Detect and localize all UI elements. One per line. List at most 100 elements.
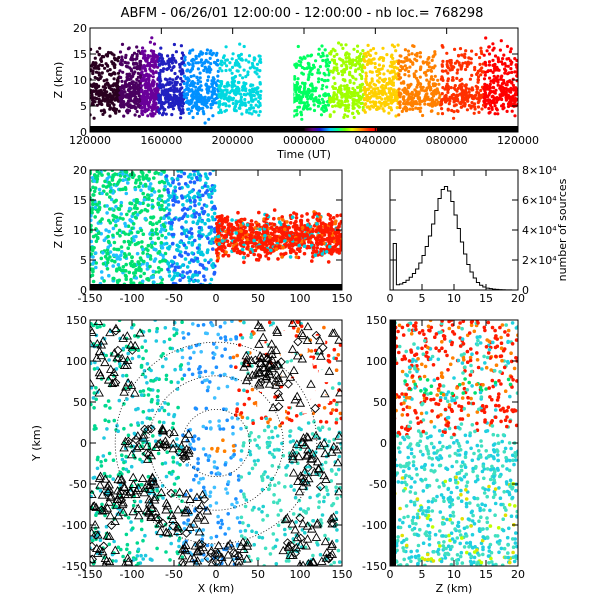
time-height-point	[479, 73, 483, 77]
xz-point	[112, 240, 117, 245]
time-height-point	[374, 51, 378, 55]
time-height-point	[141, 101, 145, 105]
time-height-point	[215, 84, 219, 88]
xz-point	[328, 214, 333, 218]
xz-point	[209, 200, 214, 204]
time-height-point	[318, 65, 322, 69]
xz-point	[264, 223, 269, 228]
xz-point	[126, 246, 130, 250]
time-height-point	[333, 81, 337, 86]
xz-point	[282, 222, 286, 227]
xz-point	[249, 233, 253, 238]
xz-point	[141, 174, 145, 179]
time-height-point	[400, 109, 404, 113]
xz-point	[150, 198, 155, 203]
xz-point	[176, 265, 181, 270]
time-height-point	[459, 86, 464, 91]
xz-point	[91, 261, 95, 266]
xz-point	[150, 240, 155, 245]
xz-point	[124, 269, 128, 273]
time-height-point	[331, 47, 335, 51]
time-height-point	[131, 80, 135, 84]
time-height-point	[94, 89, 98, 93]
time-height-xlabel: Time (UT)	[276, 148, 331, 161]
xz-point	[238, 234, 243, 239]
time-height-point	[184, 77, 188, 81]
time-height-point	[141, 65, 145, 69]
time-height-point	[256, 105, 261, 109]
time-height-point	[402, 81, 406, 85]
xz-point	[93, 205, 98, 210]
xz-point	[193, 273, 197, 277]
xz-point	[215, 251, 219, 255]
xz-point	[146, 254, 150, 259]
xz-point	[152, 176, 156, 180]
xz-point	[90, 214, 93, 218]
time-height-point	[397, 59, 401, 63]
time-height-point	[211, 51, 215, 55]
time-height-point	[496, 56, 500, 60]
xz-point	[118, 216, 122, 220]
time-height-point	[208, 70, 212, 74]
time-height-point	[376, 86, 380, 90]
xz-point	[151, 205, 155, 209]
xz-point	[141, 191, 145, 196]
xz-point	[212, 227, 217, 231]
time-height-point	[403, 64, 407, 68]
xz-point	[282, 232, 287, 237]
xz-point	[112, 276, 116, 281]
time-height-point	[208, 56, 212, 61]
time-height-point	[209, 102, 213, 107]
time-height-point	[344, 94, 348, 98]
xz-point	[105, 257, 110, 261]
time-height-point	[369, 85, 373, 89]
time-height-point	[174, 83, 178, 87]
time-height-point	[119, 105, 123, 109]
time-height-point	[118, 50, 123, 54]
time-height-point	[466, 61, 470, 65]
xz-point	[100, 173, 104, 177]
time-height-point	[157, 93, 161, 97]
time-height-point	[487, 45, 491, 49]
xz-point	[310, 234, 314, 238]
time-height-point	[418, 75, 422, 79]
time-height-point	[196, 92, 201, 96]
time-height-point	[383, 97, 387, 101]
time-height-point	[463, 61, 468, 65]
xz-point	[236, 210, 240, 215]
xz-point	[170, 277, 174, 282]
time-height-point	[170, 61, 174, 65]
time-height-point	[242, 92, 246, 97]
time-height-point	[367, 53, 371, 57]
time-height-point	[345, 86, 349, 90]
xz-point	[279, 252, 283, 256]
time-height-point	[499, 60, 504, 64]
time-height-point	[373, 65, 377, 70]
xz-point	[302, 244, 307, 248]
xz-point	[297, 238, 301, 243]
time-height-point	[217, 111, 221, 115]
xz-point	[213, 206, 217, 211]
xz-point	[315, 246, 320, 250]
xz-point	[212, 188, 217, 193]
xz-point	[314, 241, 319, 245]
time-height-point	[320, 97, 324, 101]
xz-point	[272, 222, 277, 227]
time-height-point	[190, 67, 194, 71]
time-height-point	[233, 74, 238, 79]
xz-point	[155, 221, 159, 225]
time-height-point	[446, 90, 450, 94]
time-height-point	[321, 83, 325, 88]
time-height-point	[216, 58, 220, 62]
xz-point	[107, 240, 111, 245]
time-height-point	[389, 79, 393, 83]
time-height-point	[354, 58, 358, 62]
xz-point	[211, 247, 215, 251]
time-height-point	[449, 68, 454, 72]
xz-x-tick-label: -50	[165, 292, 183, 305]
xz-point	[159, 216, 163, 220]
time-height-point	[405, 58, 409, 63]
time-height-point	[341, 58, 345, 63]
xz-point	[128, 218, 132, 222]
time-height-point	[352, 115, 356, 120]
